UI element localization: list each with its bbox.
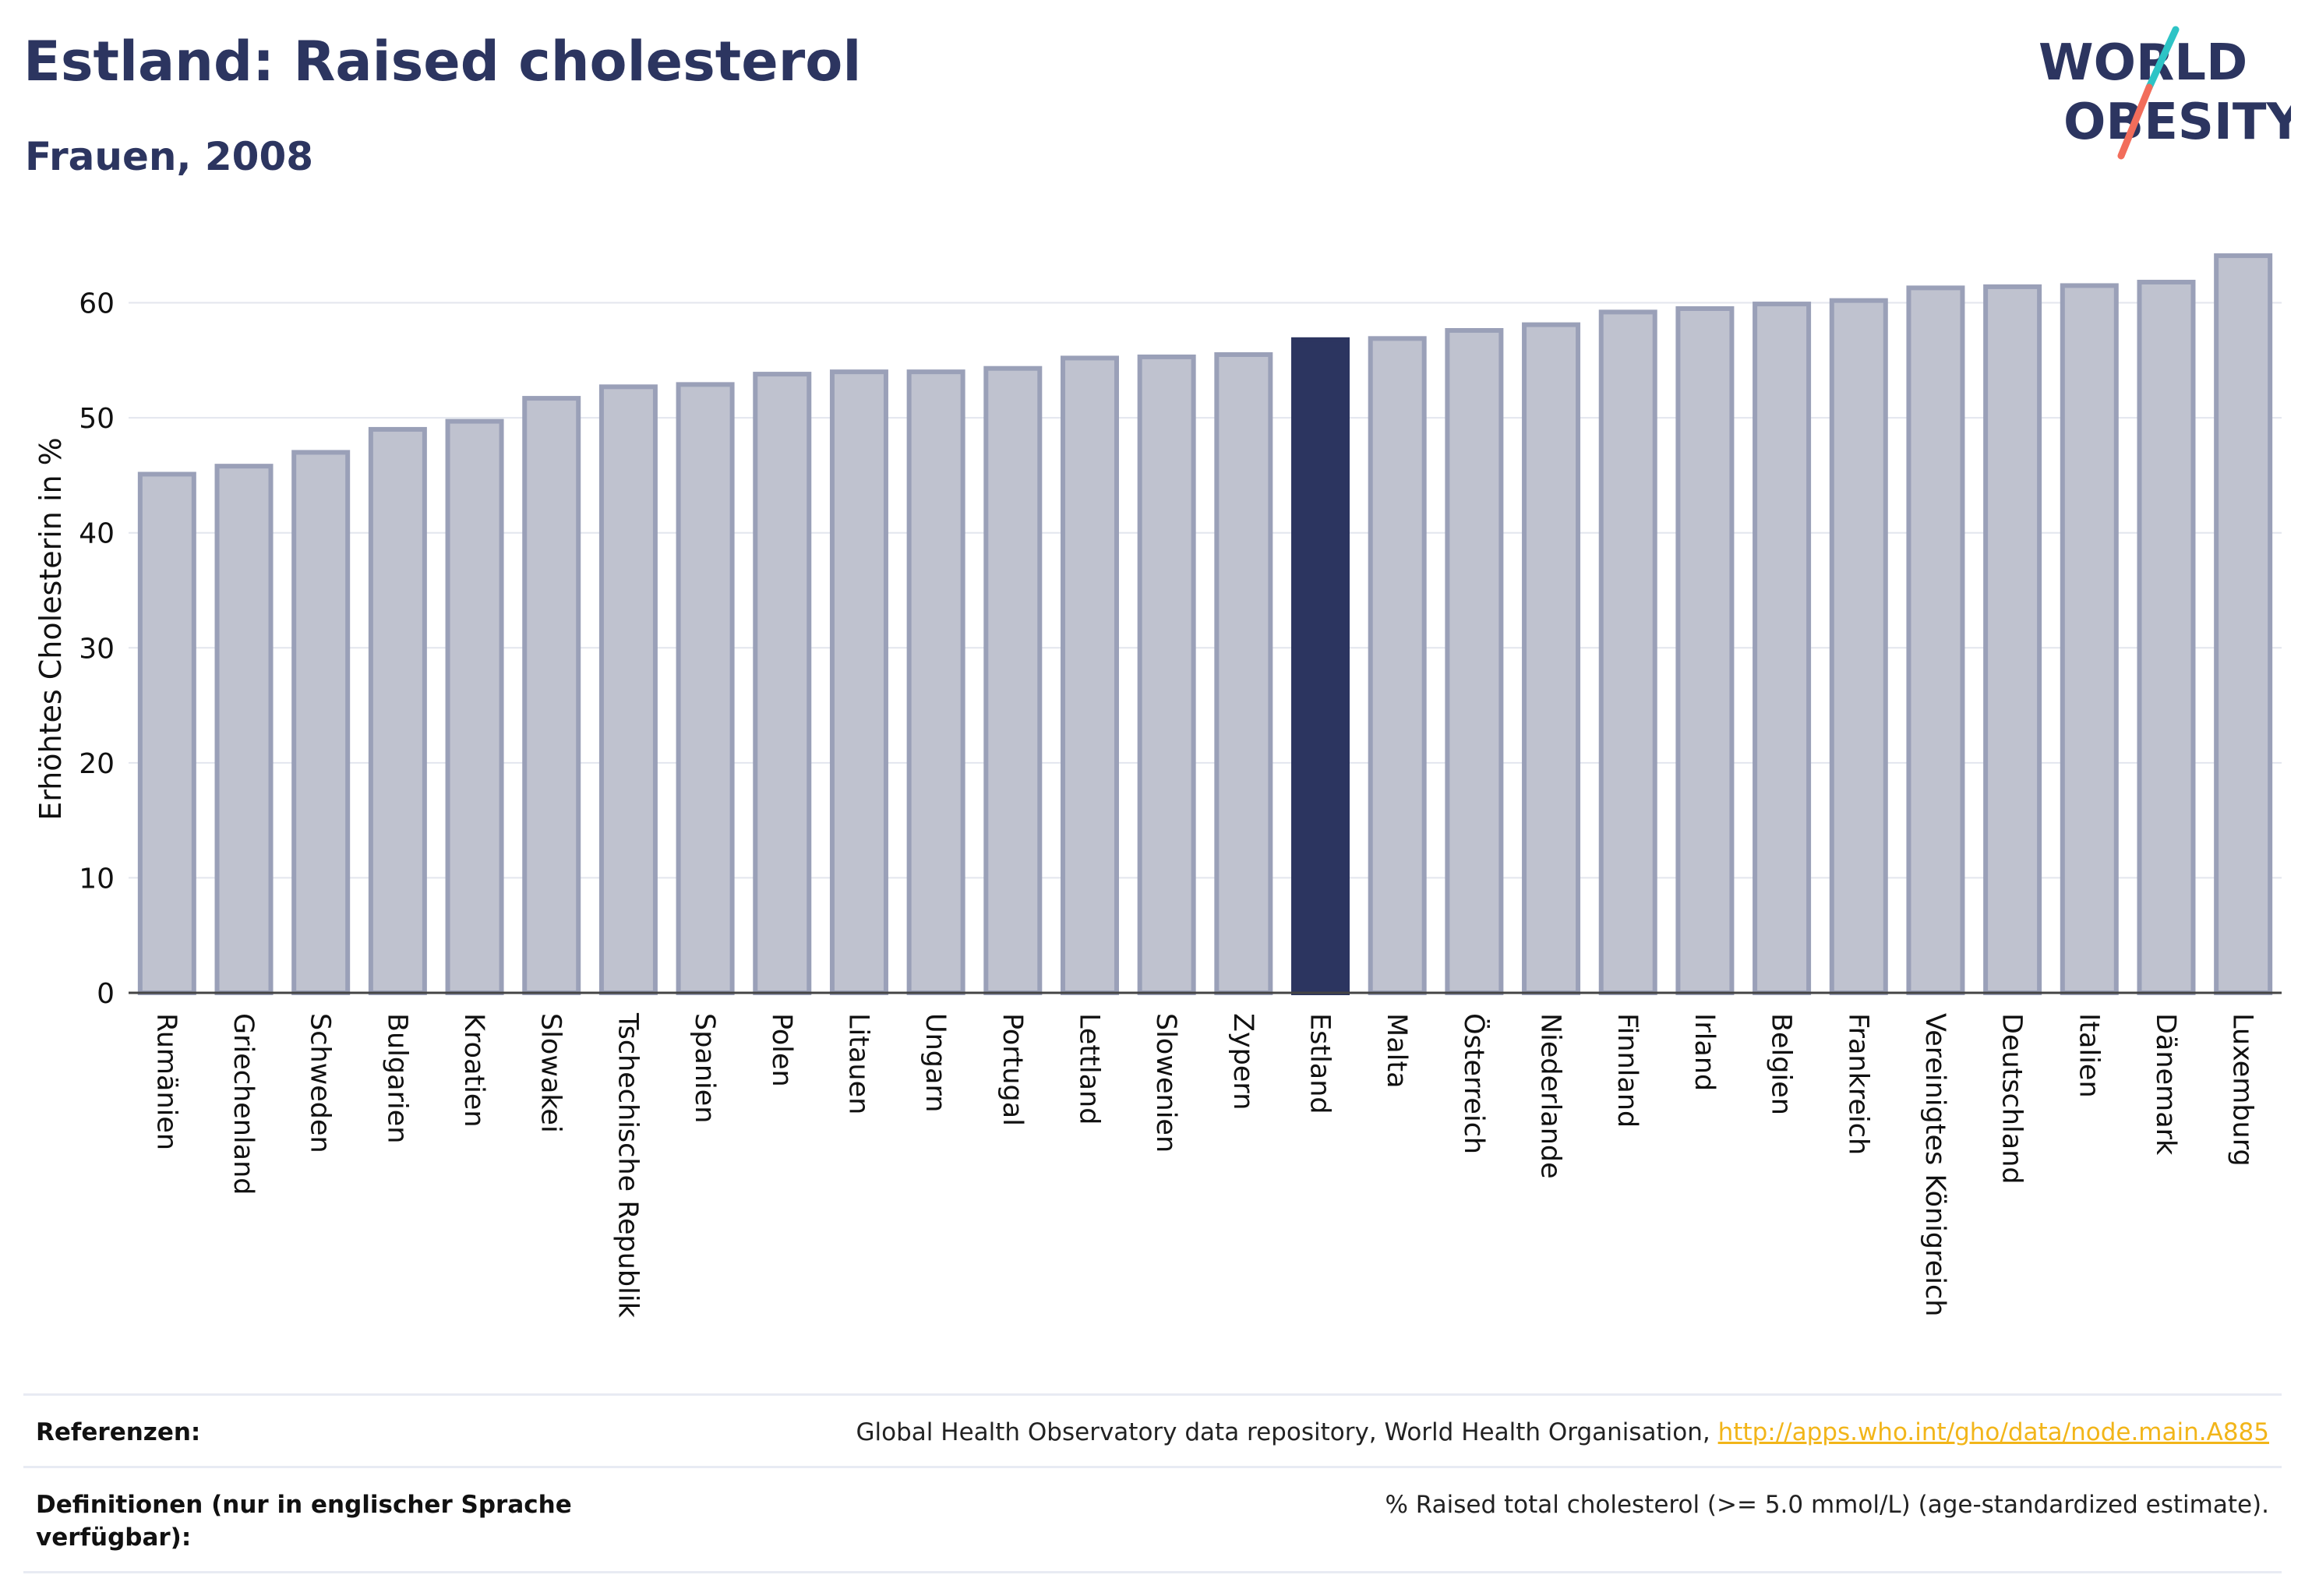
x-tick-label: Deutschland bbox=[1996, 1013, 2028, 1185]
bar-niederlande bbox=[1522, 322, 1581, 995]
logo-text-obesity: OBESITY bbox=[2063, 94, 2291, 151]
x-tick-label: Spanien bbox=[689, 1013, 720, 1124]
x-tick-label: Griechenland bbox=[228, 1013, 259, 1195]
footer-definitions-row: Definitionen (nur in englischer Sprache … bbox=[23, 1466, 2282, 1573]
bar-frankreich bbox=[1829, 298, 1888, 996]
bar-lettland bbox=[1060, 355, 1119, 995]
x-tick-label: Schweden bbox=[305, 1013, 336, 1153]
y-tick-label: 0 bbox=[97, 978, 115, 1010]
x-tick-label: Rumänien bbox=[150, 1013, 182, 1150]
logo-slash-teal bbox=[2145, 26, 2180, 91]
x-tick-label: Slowenien bbox=[1150, 1013, 1181, 1153]
references-text: Global Health Observatory data repositor… bbox=[856, 1418, 1718, 1446]
bar-österreich bbox=[1445, 328, 1504, 995]
page-subtitle: Frauen, 2008 bbox=[25, 134, 314, 179]
y-tick-label: 10 bbox=[79, 863, 115, 895]
y-tick-labels: 0 10 20 30 40 50 60 bbox=[79, 288, 115, 1010]
bar-deutschland bbox=[1983, 284, 2042, 995]
bar-spanien bbox=[676, 382, 735, 995]
bar-griechenland bbox=[214, 464, 274, 995]
x-tick-label: Belgien bbox=[1766, 1013, 1797, 1115]
x-tick-label: Estland bbox=[1304, 1013, 1336, 1114]
bar-schweden bbox=[291, 450, 351, 995]
x-tick-label: Bulgarien bbox=[381, 1013, 412, 1143]
bar-estland bbox=[1291, 337, 1350, 995]
x-tick-label: Finnland bbox=[1611, 1013, 1643, 1128]
bar-kroatien bbox=[445, 418, 504, 995]
bar-bulgarien bbox=[368, 426, 427, 995]
bar-belgien bbox=[1753, 302, 1812, 995]
x-tick-label: Slowakei bbox=[535, 1013, 567, 1133]
x-tick-labels: Rumänien Griechenland Schweden Bulgarien Kro… bbox=[150, 1012, 2257, 1319]
bar-zypern bbox=[1214, 352, 1273, 995]
bar-dänemark bbox=[2137, 280, 2196, 996]
x-tick-label: Irland bbox=[1689, 1013, 1720, 1091]
bar-finnland bbox=[1598, 309, 1657, 995]
logo-slash-coral bbox=[2117, 83, 2153, 160]
bar-portugal bbox=[983, 365, 1043, 996]
x-tick-label: Lettland bbox=[1073, 1013, 1104, 1125]
y-tick-label: 20 bbox=[79, 748, 115, 780]
bar-polen bbox=[753, 372, 812, 996]
references-label: Referenzen: bbox=[36, 1418, 201, 1446]
bar-rumänien bbox=[137, 471, 196, 995]
bar-litauen bbox=[829, 369, 888, 995]
x-tick-label: Italien bbox=[2073, 1013, 2104, 1098]
definitions-label: Definitionen (nur in englischer Sprache … bbox=[36, 1491, 572, 1552]
footer-references-row: Referenzen: Global Health Observatory da… bbox=[23, 1393, 2282, 1466]
references-value: Global Health Observatory data repositor… bbox=[856, 1416, 2269, 1449]
y-tick-label: 50 bbox=[79, 403, 115, 435]
bar-vereinigtes-königreich bbox=[1906, 285, 1965, 995]
bar-irland bbox=[1675, 305, 1735, 995]
bar-tschechische-republik bbox=[598, 384, 658, 996]
y-axis-label: Erhöhtes Cholesterin in % bbox=[34, 437, 68, 821]
x-tick-label: Tschechische Republik bbox=[612, 1012, 643, 1319]
logo-text-world: WORLD bbox=[2038, 34, 2247, 92]
bar-italien bbox=[2060, 283, 2119, 995]
x-tick-label: Litauen bbox=[842, 1013, 874, 1114]
y-tick-label: 30 bbox=[79, 633, 115, 665]
y-tick-label: 40 bbox=[79, 518, 115, 550]
bars bbox=[137, 253, 2273, 996]
x-tick-label: Frankreich bbox=[1842, 1013, 1873, 1155]
bar-ungarn bbox=[906, 369, 965, 995]
x-tick-label: Zypern bbox=[1227, 1013, 1258, 1110]
definitions-value: % Raised total cholesterol (>= 5.0 mmol/… bbox=[1385, 1491, 2269, 1519]
x-tick-label: Polen bbox=[766, 1013, 797, 1087]
bar-luxemburg bbox=[2214, 253, 2273, 995]
footer-table: Referenzen: Global Health Observatory da… bbox=[23, 1393, 2282, 1573]
x-tick-label: Vereinigtes Königreich bbox=[1919, 1013, 1950, 1316]
bar-slowakei bbox=[522, 396, 581, 995]
x-tick-label: Malta bbox=[1381, 1013, 1412, 1089]
x-tick-label: Portugal bbox=[997, 1013, 1028, 1126]
y-tick-label: 60 bbox=[79, 288, 115, 320]
x-tick-label: Kroatien bbox=[458, 1013, 489, 1128]
bar-slowenien bbox=[1137, 354, 1196, 996]
bar-malta bbox=[1368, 336, 1427, 996]
x-tick-label: Ungarn bbox=[920, 1013, 951, 1112]
x-tick-label: Luxemburg bbox=[2227, 1013, 2258, 1167]
x-tick-label: Dänemark bbox=[2150, 1013, 2181, 1156]
page-title: Estland: Raised cholesterol bbox=[23, 30, 862, 94]
x-tick-label: Österreich bbox=[1458, 1013, 1491, 1154]
x-tick-label: Niederlande bbox=[1535, 1013, 1566, 1179]
references-link[interactable]: http://apps.who.int/gho/data/node.main.A… bbox=[1717, 1418, 2269, 1446]
world-obesity-logo: WORLD OBESITY bbox=[2038, 26, 2291, 160]
